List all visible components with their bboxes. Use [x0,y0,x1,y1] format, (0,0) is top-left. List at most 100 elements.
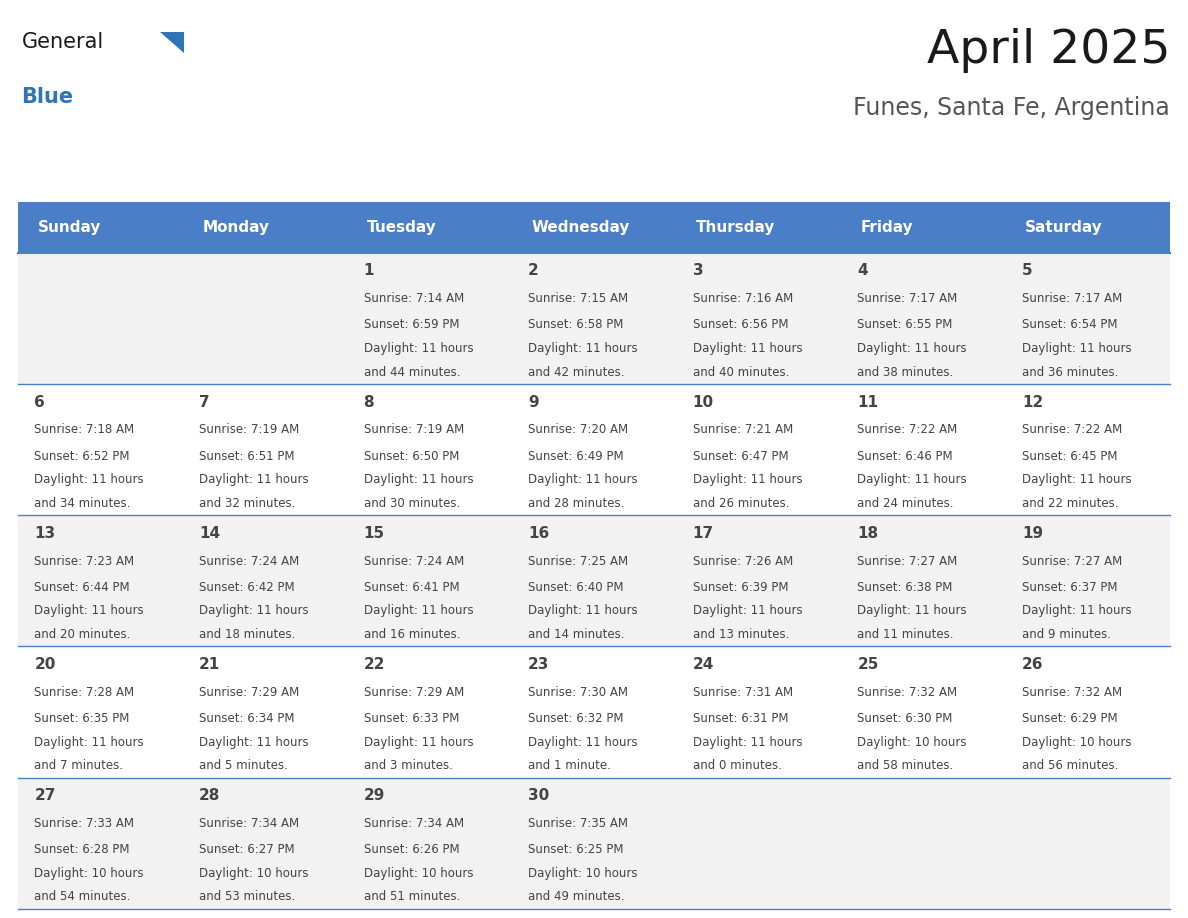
Text: Daylight: 11 hours: Daylight: 11 hours [364,735,473,749]
Text: 6: 6 [34,395,45,409]
Text: Sunrise: 7:27 AM: Sunrise: 7:27 AM [858,554,958,567]
Text: and 20 minutes.: and 20 minutes. [34,628,131,641]
Text: Sunset: 6:56 PM: Sunset: 6:56 PM [693,319,789,331]
Text: Daylight: 11 hours: Daylight: 11 hours [529,735,638,749]
Text: Sunrise: 7:20 AM: Sunrise: 7:20 AM [529,423,628,436]
Text: Daylight: 11 hours: Daylight: 11 hours [693,735,802,749]
Text: and 38 minutes.: and 38 minutes. [858,365,954,379]
Text: Sunset: 6:34 PM: Sunset: 6:34 PM [198,712,295,725]
Text: and 40 minutes.: and 40 minutes. [693,365,789,379]
Text: Sunset: 6:55 PM: Sunset: 6:55 PM [858,319,953,331]
Text: Sunset: 6:29 PM: Sunset: 6:29 PM [1022,712,1118,725]
Text: Sunset: 6:28 PM: Sunset: 6:28 PM [34,844,129,856]
Text: Sunrise: 7:34 AM: Sunrise: 7:34 AM [198,817,299,830]
Text: Sunset: 6:41 PM: Sunset: 6:41 PM [364,581,459,594]
Text: 5: 5 [1022,263,1032,278]
Text: Sunrise: 7:29 AM: Sunrise: 7:29 AM [364,686,463,699]
Text: and 24 minutes.: and 24 minutes. [858,497,954,509]
Text: Monday: Monday [202,220,270,235]
Text: Wednesday: Wednesday [531,220,630,235]
Text: and 26 minutes.: and 26 minutes. [693,497,789,509]
Text: Daylight: 11 hours: Daylight: 11 hours [858,342,967,355]
Text: Sunrise: 7:24 AM: Sunrise: 7:24 AM [198,554,299,567]
Text: Sunrise: 7:33 AM: Sunrise: 7:33 AM [34,817,134,830]
Bar [18,646,1170,778]
Text: Sunset: 6:46 PM: Sunset: 6:46 PM [858,450,953,463]
Text: Sunset: 6:49 PM: Sunset: 6:49 PM [529,450,624,463]
Text: 15: 15 [364,526,385,541]
Text: Daylight: 11 hours: Daylight: 11 hours [1022,342,1132,355]
Text: Daylight: 11 hours: Daylight: 11 hours [693,342,802,355]
Text: Sunset: 6:45 PM: Sunset: 6:45 PM [1022,450,1118,463]
Text: Daylight: 10 hours: Daylight: 10 hours [34,867,144,879]
Text: Sunset: 6:58 PM: Sunset: 6:58 PM [529,319,624,331]
Text: and 13 minutes.: and 13 minutes. [693,628,789,641]
Text: and 54 minutes.: and 54 minutes. [34,890,131,903]
Text: 22: 22 [364,657,385,672]
Text: Sunset: 6:47 PM: Sunset: 6:47 PM [693,450,789,463]
Text: Daylight: 10 hours: Daylight: 10 hours [529,867,638,879]
Text: and 28 minutes.: and 28 minutes. [529,497,625,509]
Text: Sunrise: 7:26 AM: Sunrise: 7:26 AM [693,554,794,567]
Bar [18,202,1170,252]
Bar [18,515,1170,646]
Text: Sunset: 6:42 PM: Sunset: 6:42 PM [198,581,295,594]
Text: Sunset: 6:40 PM: Sunset: 6:40 PM [529,581,624,594]
Text: Sunset: 6:38 PM: Sunset: 6:38 PM [858,581,953,594]
Text: Sunrise: 7:25 AM: Sunrise: 7:25 AM [529,554,628,567]
Text: Sunrise: 7:30 AM: Sunrise: 7:30 AM [529,686,628,699]
Text: 25: 25 [858,657,879,672]
Bar [18,252,1170,384]
Text: and 7 minutes.: and 7 minutes. [34,759,124,772]
Text: 3: 3 [693,263,703,278]
Text: Daylight: 11 hours: Daylight: 11 hours [198,474,309,487]
Text: Daylight: 11 hours: Daylight: 11 hours [364,604,473,618]
Text: Daylight: 10 hours: Daylight: 10 hours [364,867,473,879]
Text: 11: 11 [858,395,878,409]
Text: Sunrise: 7:21 AM: Sunrise: 7:21 AM [693,423,794,436]
Text: 26: 26 [1022,657,1043,672]
Text: Sunset: 6:27 PM: Sunset: 6:27 PM [198,844,295,856]
Text: and 49 minutes.: and 49 minutes. [529,890,625,903]
Text: 28: 28 [198,789,220,803]
Text: and 18 minutes.: and 18 minutes. [198,628,296,641]
Text: 19: 19 [1022,526,1043,541]
Text: Daylight: 11 hours: Daylight: 11 hours [693,604,802,618]
Text: Sunrise: 7:35 AM: Sunrise: 7:35 AM [529,817,628,830]
Text: and 0 minutes.: and 0 minutes. [693,759,782,772]
Text: Sunrise: 7:32 AM: Sunrise: 7:32 AM [1022,686,1123,699]
Text: 9: 9 [529,395,539,409]
Text: Saturday: Saturday [1025,220,1104,235]
Text: 4: 4 [858,263,868,278]
Text: Sunrise: 7:31 AM: Sunrise: 7:31 AM [693,686,792,699]
Text: Sunset: 6:39 PM: Sunset: 6:39 PM [693,581,789,594]
Text: Daylight: 11 hours: Daylight: 11 hours [858,474,967,487]
Text: Sunset: 6:37 PM: Sunset: 6:37 PM [1022,581,1118,594]
Text: Sunrise: 7:17 AM: Sunrise: 7:17 AM [858,292,958,305]
Text: Friday: Friday [860,220,914,235]
Text: 23: 23 [529,657,550,672]
Text: Daylight: 11 hours: Daylight: 11 hours [529,342,638,355]
Text: Sunrise: 7:28 AM: Sunrise: 7:28 AM [34,686,134,699]
Text: 18: 18 [858,526,878,541]
Text: Daylight: 11 hours: Daylight: 11 hours [198,735,309,749]
Text: and 34 minutes.: and 34 minutes. [34,497,131,509]
Text: and 22 minutes.: and 22 minutes. [1022,497,1119,509]
Text: Sunset: 6:33 PM: Sunset: 6:33 PM [364,712,459,725]
Text: and 5 minutes.: and 5 minutes. [198,759,287,772]
Text: Daylight: 11 hours: Daylight: 11 hours [858,604,967,618]
Text: Daylight: 11 hours: Daylight: 11 hours [34,604,144,618]
Text: Sunrise: 7:24 AM: Sunrise: 7:24 AM [364,554,463,567]
Text: Sunrise: 7:29 AM: Sunrise: 7:29 AM [198,686,299,699]
Text: Sunday: Sunday [38,220,101,235]
Text: 1: 1 [364,263,374,278]
Text: Daylight: 10 hours: Daylight: 10 hours [1022,735,1131,749]
Text: and 1 minute.: and 1 minute. [529,759,611,772]
Text: and 44 minutes.: and 44 minutes. [364,365,460,379]
Text: 16: 16 [529,526,549,541]
Text: and 56 minutes.: and 56 minutes. [1022,759,1118,772]
Text: Thursday: Thursday [696,220,776,235]
Text: Sunrise: 7:14 AM: Sunrise: 7:14 AM [364,292,463,305]
Text: Sunrise: 7:22 AM: Sunrise: 7:22 AM [1022,423,1123,436]
Text: Sunrise: 7:19 AM: Sunrise: 7:19 AM [364,423,463,436]
